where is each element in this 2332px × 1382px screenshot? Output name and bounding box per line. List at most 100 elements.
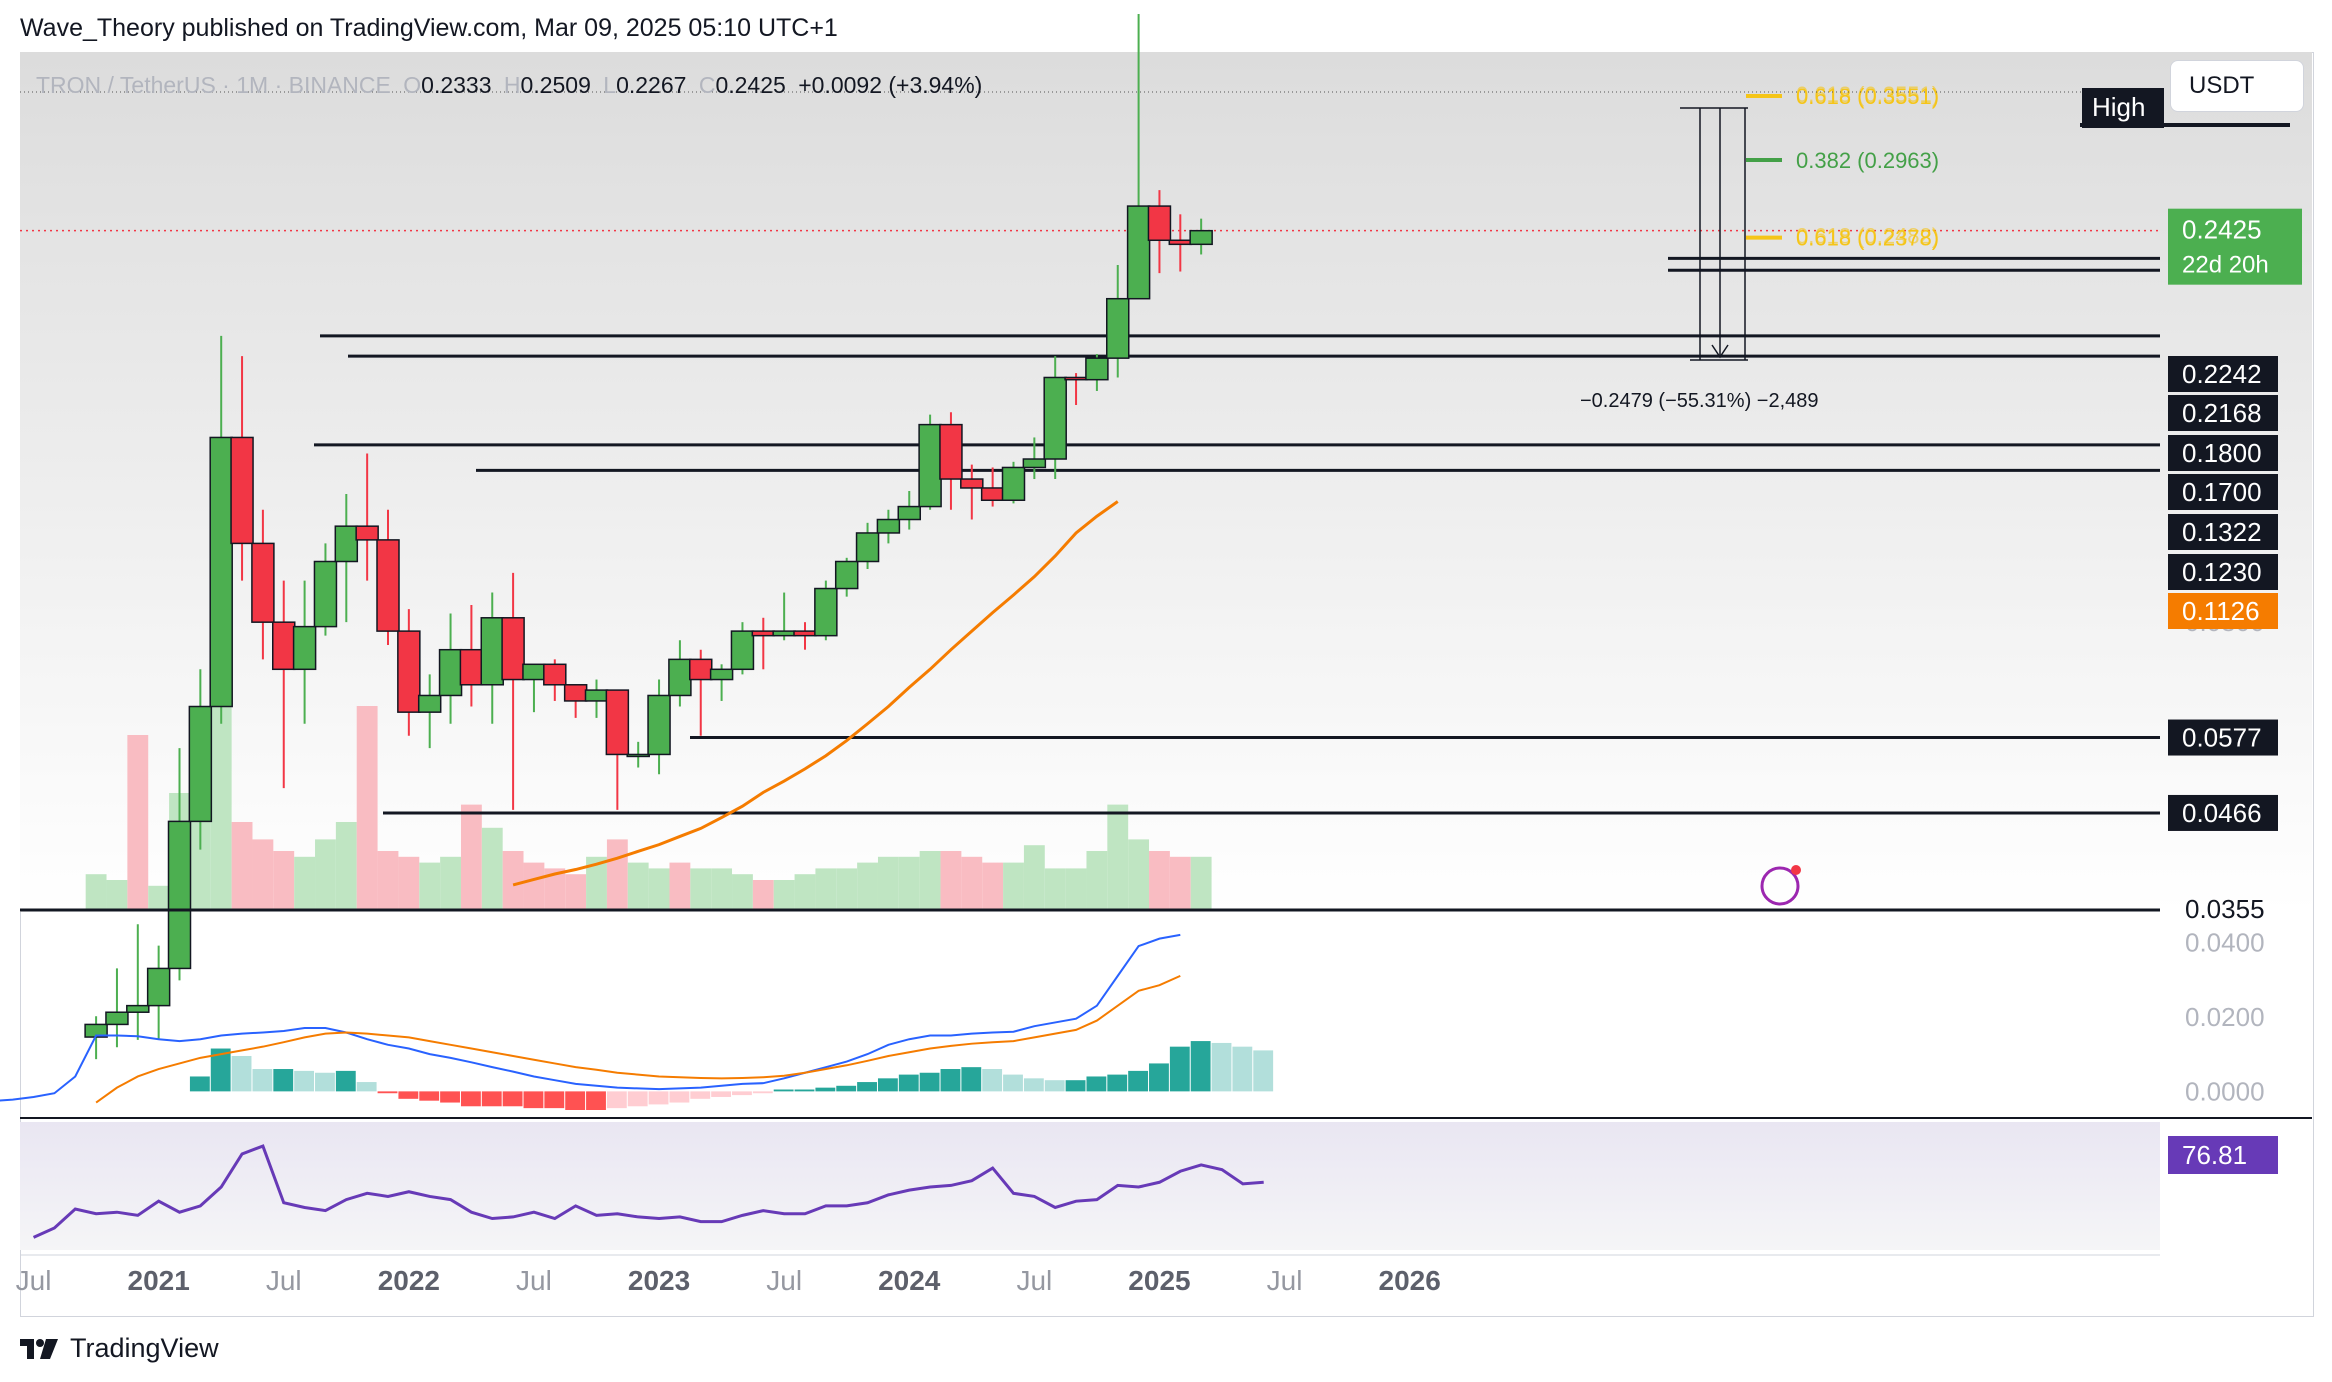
volume-bar	[732, 874, 753, 909]
macd-histogram-bar	[544, 1091, 565, 1109]
macd-histogram-bar	[690, 1091, 711, 1099]
time-axis-tick: Jul	[16, 1265, 52, 1296]
volume-bar	[106, 880, 128, 909]
macd-axis-tick: 0.0400	[2185, 927, 2265, 957]
volume-bar	[606, 839, 628, 909]
volume-bar	[419, 862, 441, 909]
macd-histogram-bar	[1211, 1042, 1232, 1092]
footer-brand[interactable]: TradingView	[20, 1333, 219, 1364]
candle-body	[939, 423, 963, 480]
currency-button[interactable]: USDT	[2170, 60, 2304, 112]
candle-body	[1022, 458, 1047, 469]
candle-body	[876, 518, 901, 534]
macd-histogram-bar	[356, 1082, 377, 1092]
macd-histogram-bar	[1190, 1041, 1211, 1092]
macd-histogram-bar	[940, 1069, 961, 1092]
time-axis-tick: Jul	[1267, 1265, 1303, 1296]
volume-bar	[127, 735, 149, 909]
macd-histogram-bar	[794, 1089, 815, 1092]
rsi-band	[20, 1122, 2160, 1250]
price-label: 0.0577	[2182, 723, 2262, 753]
macd-histogram-bar	[189, 1076, 210, 1092]
macd-histogram-bar	[1128, 1070, 1149, 1092]
time-axis-tick: 2021	[128, 1265, 190, 1296]
measure-label: −0.2479 (−55.31%) −2,489	[1580, 390, 1819, 412]
high-label: High	[2092, 92, 2145, 122]
volume-bar	[502, 851, 524, 909]
macd-histogram-bar	[502, 1091, 523, 1107]
macd-histogram-bar	[315, 1072, 335, 1092]
volume-bar	[1190, 856, 1212, 909]
volume-bar	[1149, 851, 1170, 909]
candle-body	[272, 621, 296, 671]
macd-histogram-bar	[252, 1069, 273, 1092]
candle-body	[626, 753, 650, 758]
rsi-pane[interactable]: 76.81	[20, 1136, 2278, 1256]
volume-bar	[627, 862, 649, 909]
time-axis-tick: Jul	[766, 1265, 802, 1296]
candle-body	[146, 967, 171, 1007]
countdown-label: 22d 20h	[2182, 252, 2269, 279]
price-axis-tick: 0.0355	[2185, 894, 2265, 924]
candle-body	[584, 689, 609, 702]
volume-bar	[210, 665, 232, 909]
candle-body	[918, 423, 942, 508]
candle-body	[1126, 205, 1151, 300]
candle-body	[1043, 376, 1067, 460]
main-pane[interactable]: 0.618 (0.3551)0.618 (0.3551)0.382 (0.296…	[20, 13, 2312, 1119]
alert-icon	[1760, 866, 1800, 906]
macd-histogram-bar	[1232, 1046, 1253, 1092]
candle-body	[334, 525, 359, 563]
volume-bar	[669, 862, 691, 909]
price-label-badge	[2168, 593, 2278, 629]
last-price-badge	[2168, 208, 2302, 285]
candle-body	[480, 617, 505, 686]
tradingview-logo-icon	[20, 1338, 58, 1359]
volume-bar	[315, 839, 336, 909]
macd-histogram-bar	[440, 1091, 460, 1103]
volume-bar	[273, 851, 295, 909]
time-axis[interactable]: Jul 2021 Jul 2022 Jul 2023 Jul 2024 Jul 2025 Jul 20…	[16, 1265, 1441, 1296]
price-label-badge	[2168, 554, 2278, 590]
volume-bar	[523, 862, 545, 909]
macd-histogram-bar	[1253, 1050, 1274, 1092]
price-label: 0.1230	[2182, 557, 2262, 587]
close-label: C	[698, 72, 716, 98]
low-label: L	[603, 72, 617, 98]
rsi-value-label: 76.81	[2182, 1140, 2247, 1170]
macd-histogram-bar	[711, 1091, 732, 1097]
volume-bar	[252, 839, 274, 909]
time-axis-tick: 2023	[628, 1265, 690, 1296]
candle-body	[1064, 376, 1088, 381]
high-label: H	[503, 72, 521, 98]
volume-bar	[1086, 851, 1108, 909]
candle-body	[376, 539, 400, 632]
volume-bar	[586, 856, 607, 909]
price-label: 0.1126	[2182, 596, 2260, 626]
macd-histogram-bar	[815, 1087, 836, 1092]
price-label: 0.1800	[2182, 438, 2262, 468]
rsi-line	[32, 1144, 1264, 1239]
volume-bar	[857, 862, 878, 909]
macd-histogram-bar	[919, 1072, 940, 1092]
volume-bar	[940, 851, 962, 909]
macd-pane[interactable]: 0.0400 0.0200 0.0000	[0, 927, 2265, 1110]
volume-bar	[919, 851, 941, 909]
volume-bar	[1023, 845, 1045, 909]
price-label: 0.2168	[2182, 398, 2262, 428]
volume-bar	[877, 856, 899, 909]
candle-body	[563, 684, 588, 702]
macd-axis-tick: 0.0000	[2185, 1076, 2265, 1106]
candle-body	[1147, 205, 1172, 242]
open-label: O	[403, 72, 422, 98]
rsi-value-badge	[2168, 1136, 2278, 1174]
time-axis-tick: Jul	[1016, 1265, 1052, 1296]
candle-body	[855, 532, 880, 563]
macd-histogram-bar	[877, 1078, 898, 1092]
candle-body	[230, 436, 254, 545]
macd-histogram-bar	[1169, 1046, 1190, 1092]
candle-body	[501, 617, 525, 681]
macd-histogram-bar	[273, 1069, 294, 1092]
candle-body	[209, 436, 233, 708]
